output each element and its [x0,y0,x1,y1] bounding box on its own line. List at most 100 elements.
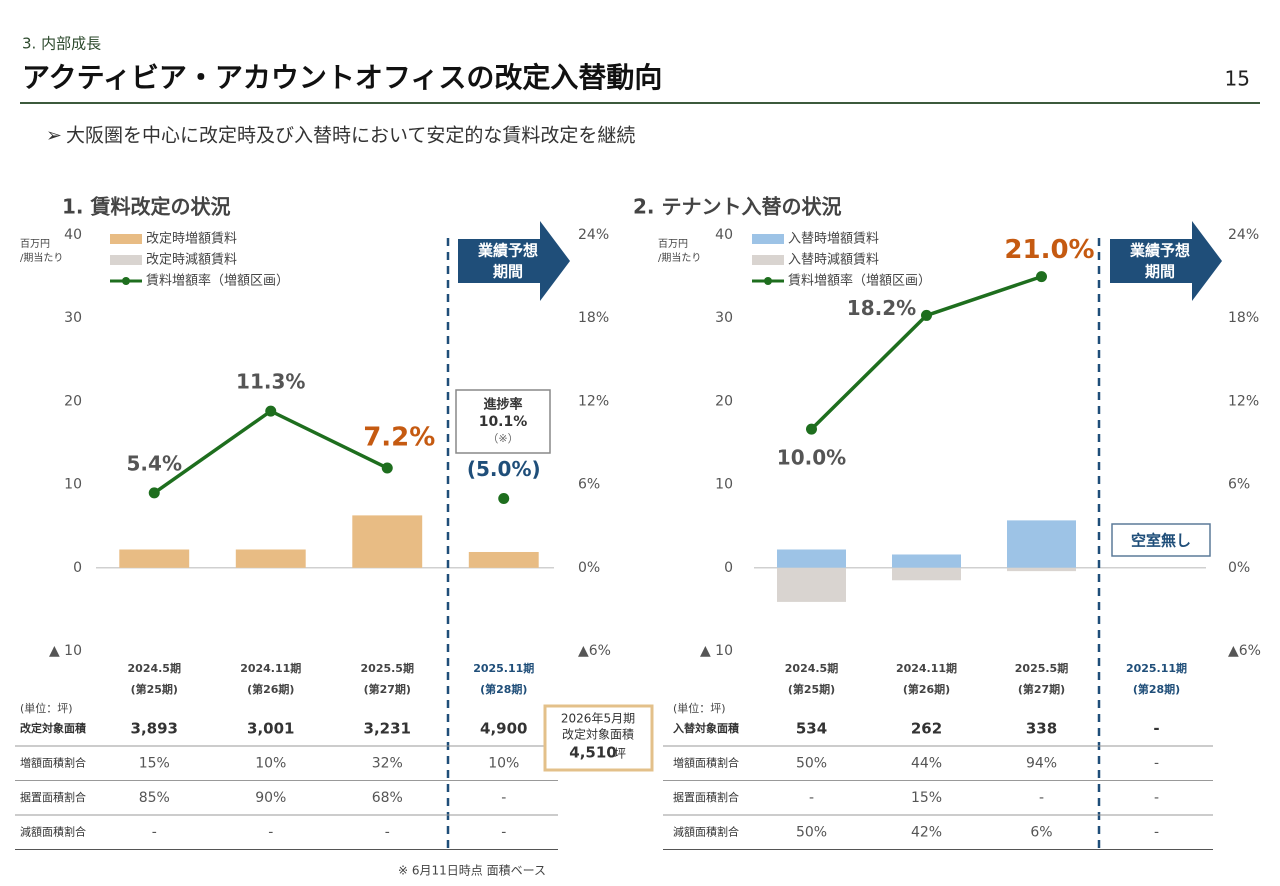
point [265,405,277,417]
y-tick-label: 30 [64,310,82,326]
annotation: （※） [487,432,518,445]
table-cell: 68% [372,790,403,806]
table-cell: - [1153,720,1159,738]
x-tick-label: 2024.5期 [785,661,838,675]
bar [352,515,423,568]
table-cell: 10% [255,756,286,772]
y2-tick-label: 18% [578,310,609,326]
table-cell: - [501,790,506,806]
bar [1007,567,1076,572]
bar [892,567,961,581]
legend-label: 賃料増額率（増額区画） [788,273,931,289]
table-cell: 15% [911,790,942,806]
table-cell: - [1039,790,1044,806]
table-cell: 44% [911,756,942,772]
table-cell: 42% [911,825,942,841]
x-tick-label: 2025.5期 [1015,661,1068,675]
x-tick-sublabel: (第28期) [480,682,527,696]
y-tick-label: 30 [715,310,733,326]
row-label: 減額面積割合 [673,825,739,839]
x-tick-label: 2024.5期 [128,661,181,675]
slide-title: アクティビア・アカウントオフィスの改定入替動向 [22,61,662,94]
forecast-label: 期間 [1145,263,1175,281]
line [153,409,389,495]
bar [777,549,846,568]
y-tick-label: 0 [73,560,82,576]
x-tick-label: 2024.11期 [896,661,957,675]
bar [892,554,961,568]
row-label: 据置面積割合 [20,790,86,804]
table-cell: 3,001 [247,720,294,738]
x-tick-sublabel: (第27期) [364,682,411,696]
y2-tick-label: 12% [1228,393,1259,409]
legend-swatch [110,255,142,265]
y2-tick-label: 24% [578,227,609,243]
y2-tick-label: ▲6% [1228,643,1261,659]
footnote: ※ 6月11日時点 面積ベース [398,863,546,878]
y-tick-label: ▲ 10 [49,643,82,659]
y2-tick-label: 0% [1228,560,1250,576]
note-value: 4,510 [569,744,616,762]
legend-label: 入替時減額賃料 [788,252,879,268]
row-label: 減額面積割合 [20,825,86,839]
x-tick-sublabel: (第26期) [903,682,950,696]
bar [235,549,306,568]
y2-tick-label: 0% [578,560,600,576]
bar [119,549,190,568]
forecast-arrow [458,221,570,301]
x-tick-label: 2025.11期 [473,661,534,675]
table-cell: 262 [911,720,942,738]
y2-tick-label: 24% [1228,227,1259,243]
bar [1007,520,1076,568]
annotation-box [455,389,551,454]
y-axis-label: 百万円 [658,238,688,250]
table-cell: 4,900 [480,720,527,738]
x-tick-label: 2025.5期 [361,661,414,675]
x-tick-sublabel: (第28期) [1133,682,1180,696]
note: 2026年5月期 [561,712,635,726]
y-tick-label: 20 [715,393,733,409]
data-label: 11.3% [236,370,305,394]
annotation: 進捗率 [483,397,522,413]
y2-tick-label: ▲6% [578,643,611,659]
table-cell: 90% [255,790,286,806]
legend-label: 入替時増額賃料 [788,232,879,247]
row-label: 増額面積割合 [673,756,739,770]
legend-marker [764,277,772,285]
point [1036,271,1047,283]
point [921,309,932,321]
legend-label: 改定時減額賃料 [146,252,237,268]
table-cell: 50% [796,756,827,772]
forecast-label: 業績予想 [477,242,538,260]
data-label: 10.0% [777,446,846,470]
forecast-label: 業績予想 [1129,242,1190,260]
point [381,462,393,474]
table-cell: - [152,825,157,841]
table-cell: 32% [372,756,403,772]
row-label: 入替対象面積 [673,721,740,735]
x-tick-label: 2024.11期 [240,661,301,675]
legend-marker [122,277,130,285]
table-cell: 3,893 [131,720,178,738]
legend-label: 改定時増額賃料 [146,232,237,247]
y-tick-label: ▲ 10 [700,643,733,659]
table-cell: 50% [796,825,827,841]
table-unit: (単位：坪) [20,701,73,715]
x-tick-sublabel: (第26期) [247,682,294,696]
table-cell: 6% [1030,825,1052,841]
row-label: 増額面積割合 [20,756,86,770]
table-cell: 94% [1026,756,1057,772]
row-label: 据置面積割合 [673,790,739,804]
note-unit: 坪 [614,747,626,761]
data-label: 7.2% [363,422,435,452]
table-cell: - [268,825,273,841]
note: 改定対象面積 [562,727,634,742]
y-tick-label: 40 [64,227,82,243]
table-cell: 338 [1026,720,1057,738]
data-label: 5.4% [127,451,182,475]
forecast-arrow [1110,221,1222,301]
point [148,487,160,499]
chart-title: 1. 賃料改定の状況 [62,195,230,219]
y-tick-label: 20 [64,393,82,409]
